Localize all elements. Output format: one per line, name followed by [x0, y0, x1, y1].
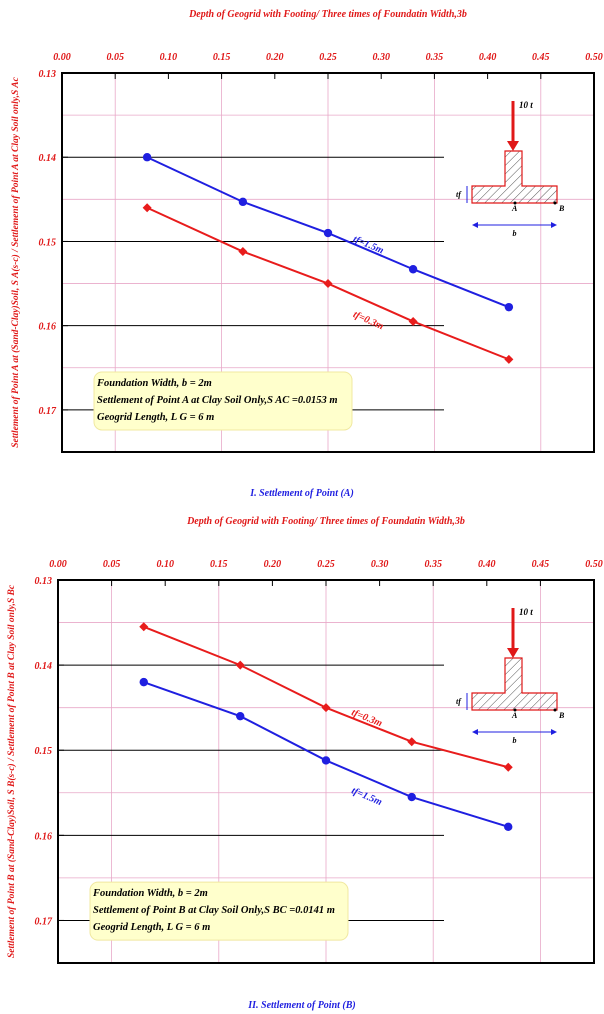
- footing-shape: [471, 150, 558, 204]
- point-b-marker: [553, 201, 557, 205]
- chart-2: Depth of Geogrid with Footing/ Three tim…: [6, 516, 603, 1011]
- info-box-background: [93, 371, 353, 431]
- x-tick-label: 0.20: [266, 52, 284, 63]
- width-arrow-right: [551, 222, 557, 228]
- series-label: tf=0.3m: [351, 309, 385, 332]
- load-arrow-head: [507, 648, 519, 658]
- top-title: Depth of Geogrid with Footing/ Three tim…: [188, 9, 467, 20]
- data-point: [238, 247, 248, 257]
- x-tick-label: 0.05: [106, 52, 124, 63]
- x-tick-label: 0.35: [426, 52, 444, 63]
- width-arrow-right: [551, 729, 557, 735]
- footing-shape: [471, 657, 558, 711]
- point-a-label: A: [511, 711, 518, 720]
- width-label: b: [513, 736, 517, 745]
- x-tick-label: 0.15: [210, 559, 228, 570]
- x-tick-label: 0.15: [213, 52, 231, 63]
- width-arrow-left: [472, 729, 478, 735]
- width-arrow-left: [472, 222, 478, 228]
- y-tick-label: 0.13: [39, 69, 57, 80]
- data-point: [236, 711, 245, 721]
- x-tick-label: 0.05: [103, 559, 121, 570]
- y-tick-label: 0.17: [39, 406, 58, 417]
- info-box: Foundation Width, b = 2m Settlement of Po…: [89, 881, 349, 941]
- x-tick-label: 0.40: [478, 559, 496, 570]
- data-point: [504, 302, 514, 312]
- x-tick-label: 0.45: [532, 559, 550, 570]
- series-label: tf=0.3m: [350, 707, 384, 729]
- info-box-background: [89, 881, 349, 941]
- x-tick-label: 0.00: [49, 559, 67, 570]
- y-tick-label: 0.15: [35, 746, 53, 757]
- load-label: 10 t: [519, 100, 533, 110]
- info-box: Foundation Width, b = 2m Settlement of Po…: [93, 371, 353, 431]
- info-box-line: Foundation Width, b = 2m: [96, 378, 212, 389]
- data-point: [407, 737, 417, 747]
- chart-caption: II. Settlement of Point (B): [247, 1000, 356, 1011]
- x-tick-label: 0.00: [53, 52, 71, 63]
- data-point: [238, 197, 248, 207]
- point-b-label: B: [558, 204, 565, 213]
- info-box-line: Foundation Width, b = 2m: [92, 888, 208, 899]
- y-tick-label: 0.15: [39, 237, 57, 248]
- data-point: [142, 203, 152, 213]
- data-point: [142, 153, 152, 162]
- data-point: [235, 660, 245, 670]
- x-tick-label: 0.30: [372, 52, 390, 63]
- x-tick-label: 0.50: [585, 52, 603, 63]
- tf-label: tf: [456, 697, 462, 706]
- y-tick-label: 0.14: [39, 153, 57, 164]
- data-point: [139, 622, 149, 632]
- y-tick-label: 0.16: [39, 322, 57, 333]
- width-label: b: [513, 229, 517, 238]
- x-tick-label: 0.30: [371, 559, 389, 570]
- info-box-line: Geogrid Length, L G = 6 m: [93, 922, 210, 933]
- data-point: [321, 703, 331, 713]
- x-tick-label: 0.25: [317, 559, 335, 570]
- load-label: 10 t: [519, 607, 533, 617]
- chart-caption: I. Settlement of Point (A): [249, 488, 354, 499]
- load-arrow-head: [507, 141, 519, 151]
- y-tick-label: 0.16: [35, 831, 53, 842]
- info-box-line: Settlement of Point A at Clay Soil Only,…: [97, 395, 338, 406]
- footing-diagram: 10 t tf A Bb: [456, 100, 565, 238]
- y-tick-label: 0.13: [35, 576, 53, 587]
- data-point: [408, 316, 418, 326]
- x-tick-label: 0.20: [264, 559, 282, 570]
- point-a-label: A: [511, 204, 518, 213]
- point-a-marker: [513, 201, 517, 205]
- data-point: [504, 822, 513, 832]
- y-axis-label: Settlement of Point B at (Sand-Clay)Soil…: [6, 584, 17, 958]
- data-point: [504, 354, 514, 364]
- data-point: [323, 228, 333, 238]
- data-point: [408, 265, 418, 274]
- data-point: [407, 792, 416, 802]
- point-b-marker: [553, 708, 557, 712]
- point-a-marker: [513, 708, 517, 712]
- chart-1: Depth of Geogrid with Footing/ Three tim…: [10, 9, 603, 499]
- data-point: [503, 762, 513, 772]
- info-box-line: Settlement of Point B at Clay Soil Only,…: [93, 905, 335, 916]
- x-tick-label: 0.40: [479, 52, 497, 63]
- info-box-line: Geogrid Length, L G = 6 m: [97, 412, 214, 423]
- x-tick-label: 0.25: [319, 52, 337, 63]
- x-tick-label: 0.10: [156, 559, 174, 570]
- y-tick-label: 0.17: [35, 916, 54, 927]
- x-tick-label: 0.10: [160, 52, 178, 63]
- y-axis-label: Settlement of Point A at (Sand-Clay)Soil…: [10, 76, 21, 447]
- series-label: tf=1.5m: [351, 234, 385, 257]
- point-b-label: B: [558, 711, 565, 720]
- y-tick-label: 0.14: [35, 661, 53, 672]
- tf-label: tf: [456, 190, 462, 199]
- data-point: [139, 677, 148, 687]
- top-title: Depth of Geogrid with Footing/ Three tim…: [186, 516, 465, 527]
- x-tick-label: 0.50: [585, 559, 603, 570]
- series-label: tf=1.5m: [350, 785, 384, 808]
- data-point: [323, 279, 333, 289]
- x-tick-label: 0.35: [424, 559, 442, 570]
- x-tick-label: 0.45: [532, 52, 550, 63]
- footing-diagram: 10 t tf A Bb: [456, 607, 565, 745]
- data-point: [321, 756, 331, 765]
